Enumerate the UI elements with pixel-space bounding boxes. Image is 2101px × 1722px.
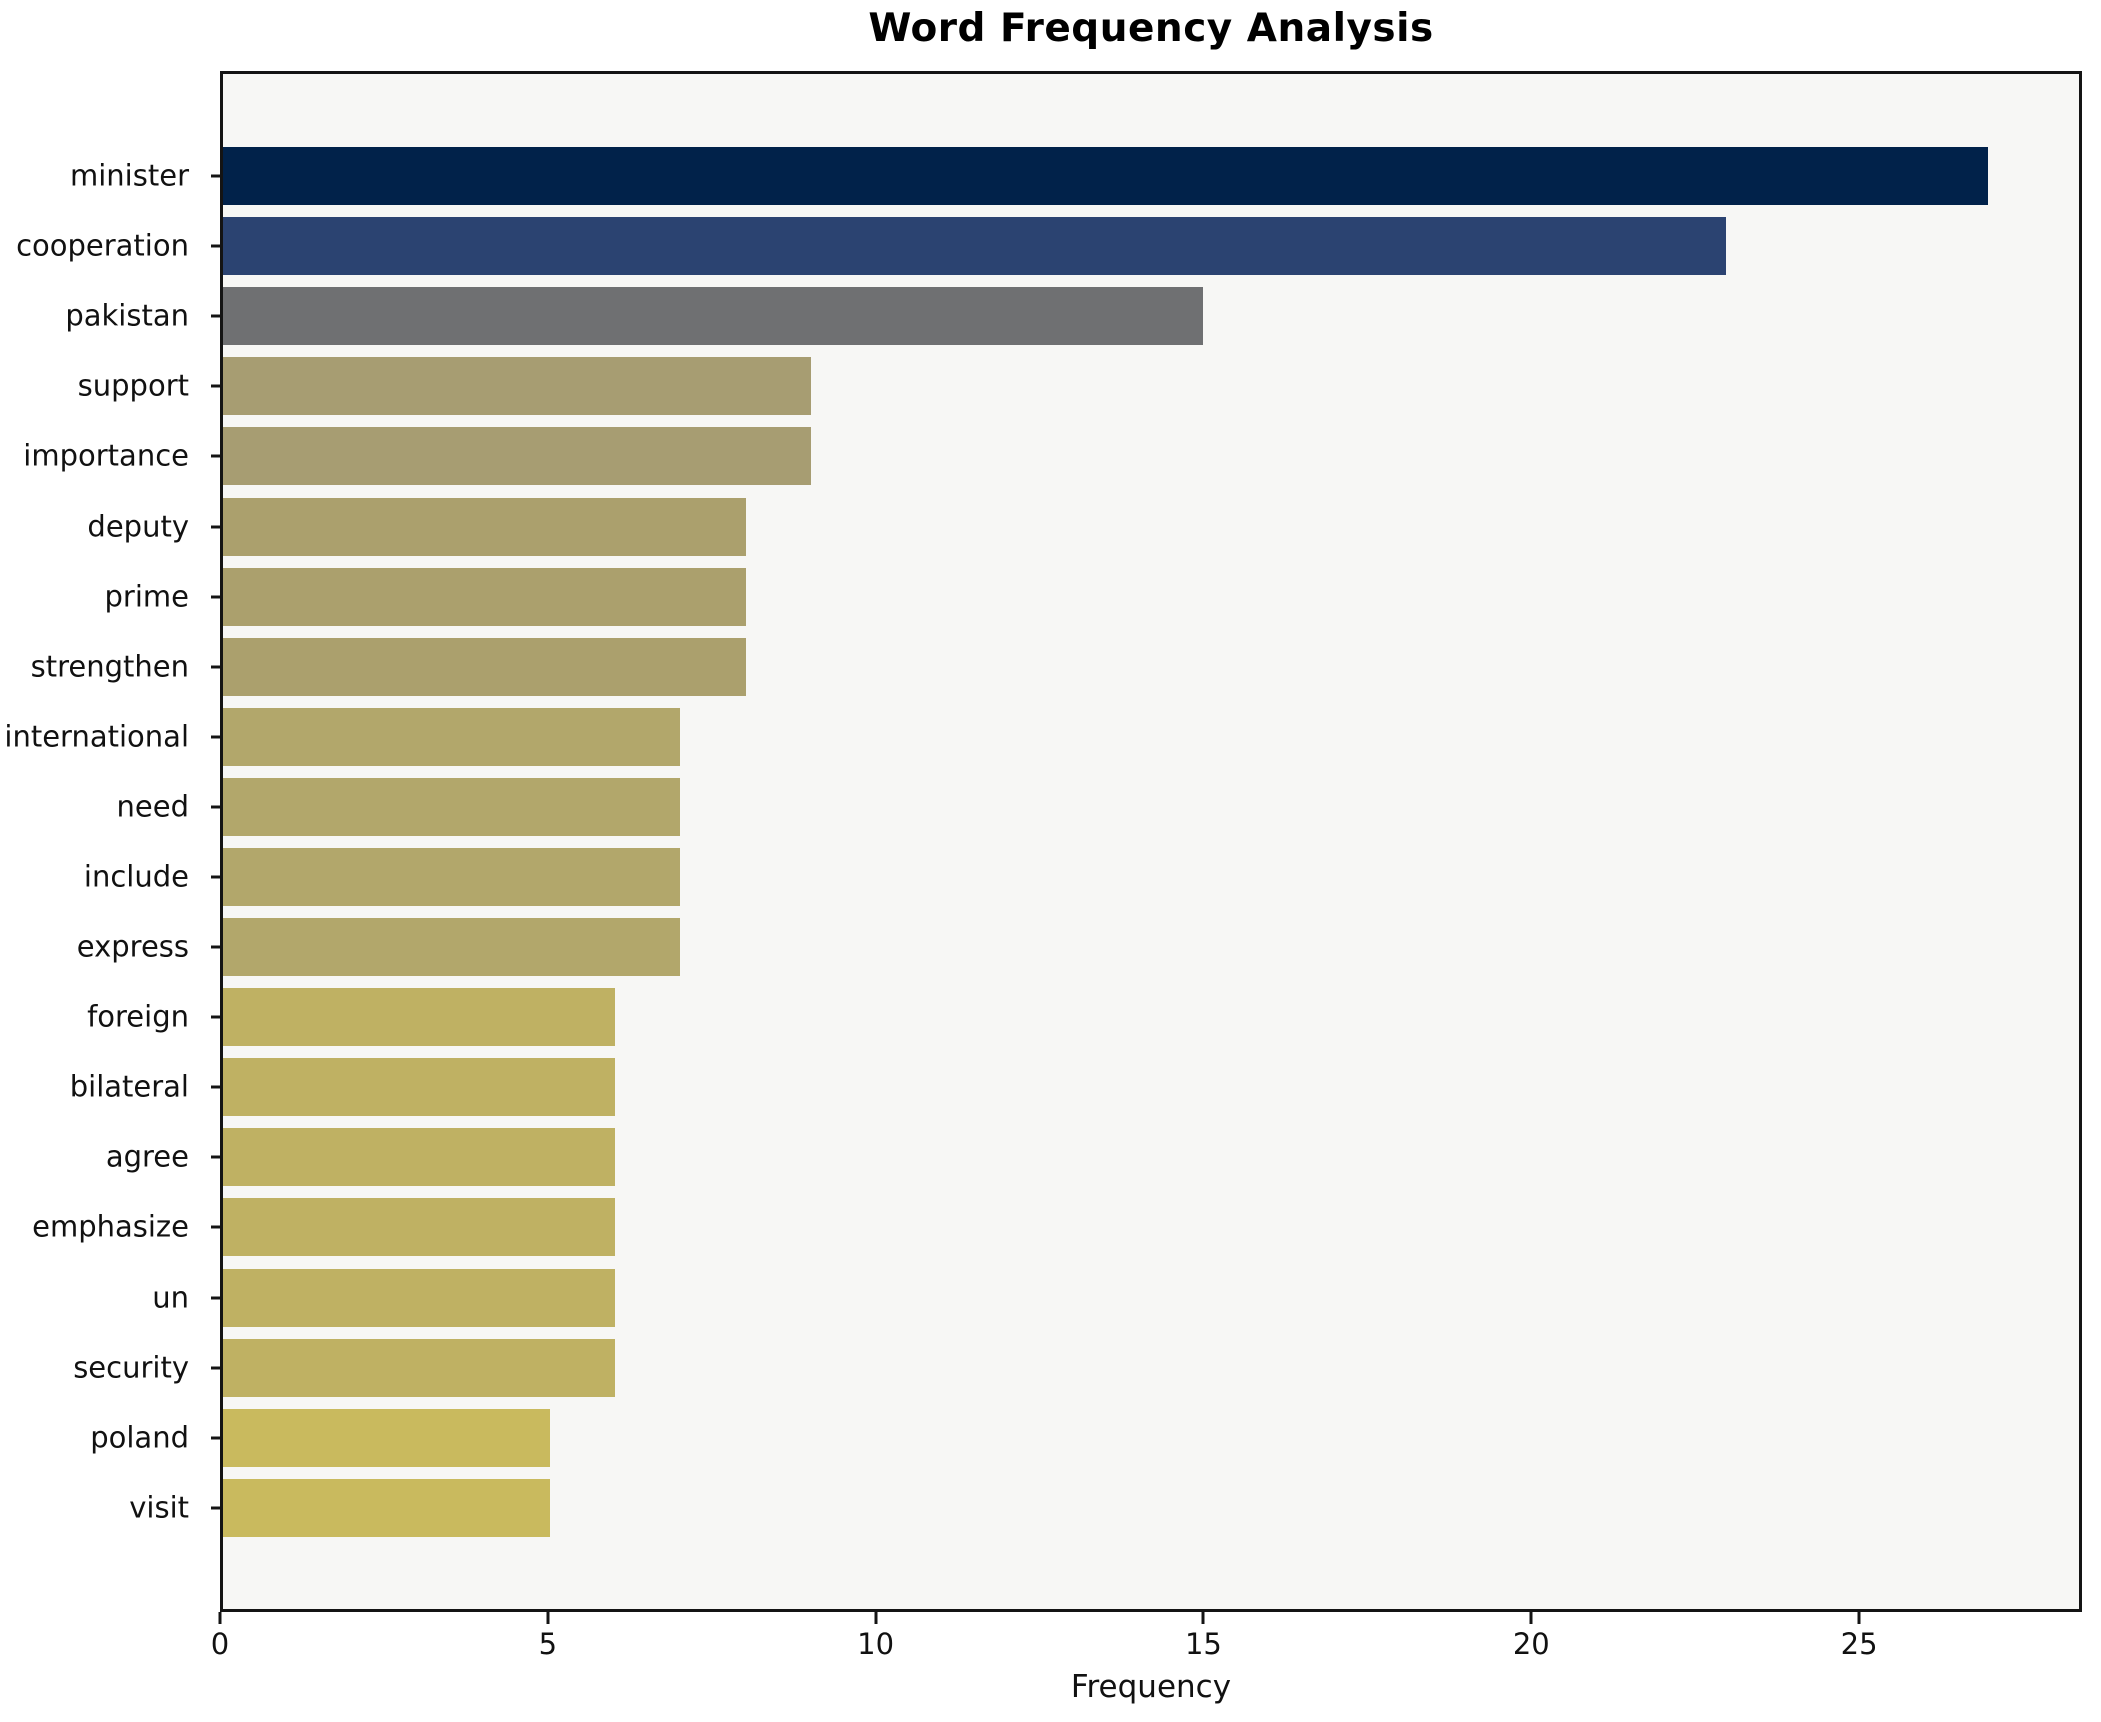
y-tick-label-cooperation: cooperation xyxy=(16,228,189,263)
y-tick-mark-importance xyxy=(211,454,223,458)
y-tick-label-prime: prime xyxy=(104,579,189,614)
y-tick-label-emphasize: emphasize xyxy=(32,1209,189,1244)
bar-row-agree: agree xyxy=(106,1122,2079,1192)
x-tick-mark-5 xyxy=(546,1612,550,1624)
bar-row-express: express xyxy=(77,912,2079,982)
y-tick-mark-agree xyxy=(211,1155,223,1159)
bar-row-deputy: deputy xyxy=(87,491,2079,561)
bar-express xyxy=(223,918,681,977)
y-tick-mark-un xyxy=(211,1296,223,1300)
y-tick-mark-international xyxy=(211,735,223,739)
x-tick-mark-20 xyxy=(1529,1612,1533,1624)
y-tick-mark-emphasize xyxy=(211,1225,223,1229)
x-tick-label-10: 10 xyxy=(857,1627,895,1661)
x-tick-mark-25 xyxy=(1857,1612,1861,1624)
bar-row-security: security xyxy=(73,1333,2079,1403)
bar-row-minister: minister xyxy=(70,141,2079,211)
bar-need xyxy=(223,777,681,836)
bar-cooperation xyxy=(223,217,1727,276)
y-tick-mark-bilateral xyxy=(211,1085,223,1089)
bar-row-emphasize: emphasize xyxy=(32,1192,2079,1262)
bar-bilateral xyxy=(223,1058,616,1117)
bar-prime xyxy=(223,567,746,626)
bar-rows: minister cooperation pakistan support import… xyxy=(4,74,2079,1609)
x-tick-mark-10 xyxy=(874,1612,878,1624)
y-tick-label-include: include xyxy=(83,859,189,894)
y-tick-label-importance: importance xyxy=(23,438,189,473)
x-axis-label: Frequency xyxy=(1070,1669,1232,1705)
y-tick-label-agree: agree xyxy=(105,1139,189,1174)
bar-emphasize xyxy=(223,1198,616,1257)
y-tick-label-foreign: foreign xyxy=(87,999,189,1034)
bar-support xyxy=(223,357,812,416)
y-tick-label-international: international xyxy=(4,719,189,754)
bar-minister xyxy=(223,147,1988,206)
x-tick-label-25: 25 xyxy=(1840,1627,1878,1661)
bar-row-include: include xyxy=(84,842,2079,912)
y-tick-label-minister: minister xyxy=(70,158,189,193)
bar-international xyxy=(223,707,681,766)
y-tick-label-express: express xyxy=(76,929,189,964)
y-tick-label-pakistan: pakistan xyxy=(65,298,189,333)
bar-row-strengthen: strengthen xyxy=(31,632,2079,702)
x-tick-label-5: 5 xyxy=(538,1627,558,1661)
y-tick-label-support: support xyxy=(77,368,189,403)
bar-row-visit: visit xyxy=(129,1473,2079,1543)
bar-row-un: un xyxy=(152,1263,2079,1333)
y-tick-mark-prime xyxy=(211,595,223,599)
bar-row-need: need xyxy=(117,772,2079,842)
plot-area: minister cooperation pakistan support import… xyxy=(4,71,2082,1612)
y-tick-mark-poland xyxy=(211,1436,223,1440)
y-tick-label-strengthen: strengthen xyxy=(30,649,189,684)
bar-foreign xyxy=(223,988,616,1047)
y-tick-mark-deputy xyxy=(211,525,223,529)
y-tick-mark-visit xyxy=(211,1506,223,1510)
y-tick-label-deputy: deputy xyxy=(87,509,189,544)
bar-security xyxy=(223,1338,616,1397)
bar-row-pakistan: pakistan xyxy=(65,281,2079,351)
bar-strengthen xyxy=(223,637,746,696)
x-tick-mark-15 xyxy=(1201,1612,1205,1624)
y-tick-mark-express xyxy=(211,945,223,949)
bar-row-support: support xyxy=(78,351,2079,421)
y-tick-label-bilateral: bilateral xyxy=(69,1069,189,1104)
y-tick-mark-include xyxy=(211,875,223,879)
bar-visit xyxy=(223,1478,550,1537)
y-tick-mark-need xyxy=(211,805,223,809)
bar-poland xyxy=(223,1408,550,1467)
y-tick-mark-pakistan xyxy=(211,314,223,318)
x-tick-label-0: 0 xyxy=(210,1627,230,1661)
y-tick-mark-foreign xyxy=(211,1015,223,1019)
y-tick-mark-security xyxy=(211,1366,223,1370)
bar-agree xyxy=(223,1128,616,1187)
bar-row-poland: poland xyxy=(90,1403,2079,1473)
bar-importance xyxy=(223,427,812,486)
y-tick-label-security: security xyxy=(73,1350,189,1385)
x-tick-mark-0 xyxy=(218,1612,222,1624)
y-tick-mark-cooperation xyxy=(211,244,223,248)
y-tick-label-need: need xyxy=(116,789,189,824)
x-tick-label-20: 20 xyxy=(1512,1627,1550,1661)
bar-include xyxy=(223,847,681,906)
y-tick-label-poland: poland xyxy=(90,1420,189,1455)
bar-row-importance: importance xyxy=(23,421,2079,491)
bar-row-cooperation: cooperation xyxy=(16,211,2079,281)
bar-un xyxy=(223,1268,616,1327)
x-tick-label-15: 15 xyxy=(1184,1627,1222,1661)
y-tick-mark-strengthen xyxy=(211,665,223,669)
bar-row-foreign: foreign xyxy=(87,982,2079,1052)
bar-deputy xyxy=(223,497,746,556)
y-tick-label-un: un xyxy=(152,1280,189,1315)
y-tick-mark-minister xyxy=(211,174,223,178)
bar-row-bilateral: bilateral xyxy=(70,1052,2079,1122)
y-tick-label-visit: visit xyxy=(129,1490,189,1525)
chart-title: Word Frequency Analysis xyxy=(868,6,1434,51)
bar-row-international: international xyxy=(4,702,2079,772)
bar-row-prime: prime xyxy=(105,562,2079,632)
y-tick-mark-support xyxy=(211,384,223,388)
bar-pakistan xyxy=(223,287,1204,346)
